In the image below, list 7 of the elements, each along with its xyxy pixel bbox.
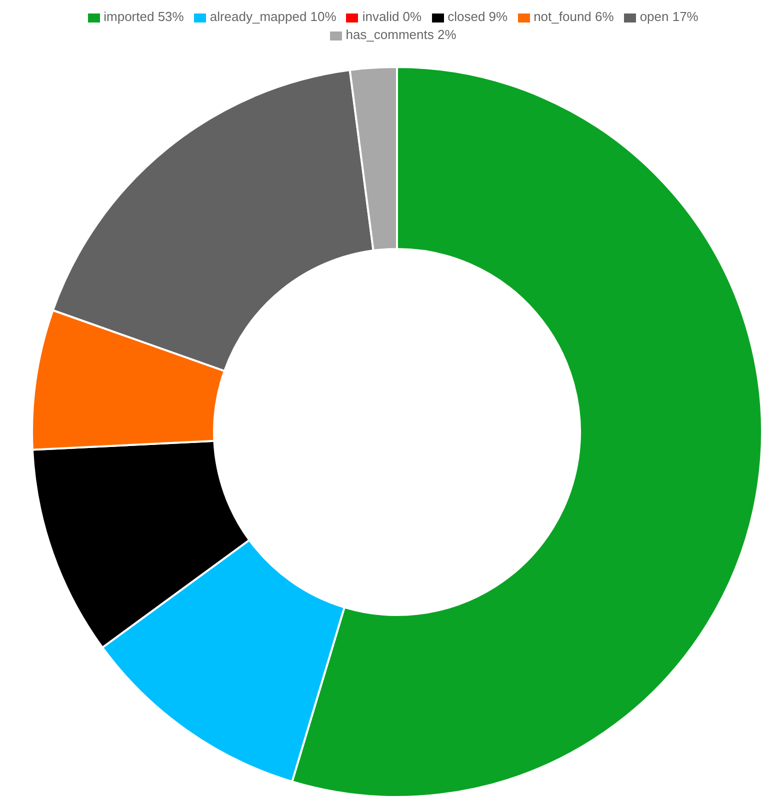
legend-label: open 17% [640, 9, 698, 24]
legend-label: imported 53% [104, 9, 184, 24]
legend-label: has_comments 2% [346, 27, 456, 42]
legend-label: not_found 6% [534, 9, 614, 24]
legend-label: already_mapped 10% [210, 9, 336, 24]
legend-label: closed 9% [448, 9, 508, 24]
legend-label: invalid 0% [362, 9, 422, 24]
